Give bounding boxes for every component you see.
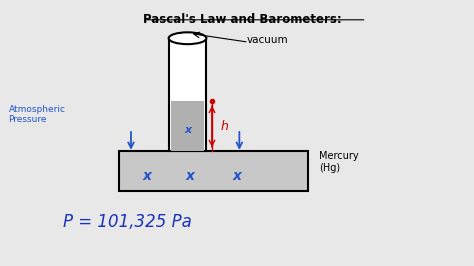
Text: vacuum: vacuum xyxy=(246,35,288,45)
Bar xyxy=(171,101,204,151)
Text: x: x xyxy=(184,125,191,135)
Text: Atmospheric
Pressure: Atmospheric Pressure xyxy=(9,105,65,124)
Text: Mercury
(Hg): Mercury (Hg) xyxy=(319,151,359,173)
Bar xyxy=(169,38,206,151)
Bar xyxy=(119,151,308,191)
Text: x: x xyxy=(143,169,152,184)
Text: x: x xyxy=(185,169,194,184)
Text: h: h xyxy=(220,120,228,133)
Ellipse shape xyxy=(169,32,206,44)
Text: Pascal's Law and Barometers:: Pascal's Law and Barometers: xyxy=(143,13,341,26)
Text: P = 101,325 Pa: P = 101,325 Pa xyxy=(63,214,191,231)
Text: x: x xyxy=(233,169,241,184)
